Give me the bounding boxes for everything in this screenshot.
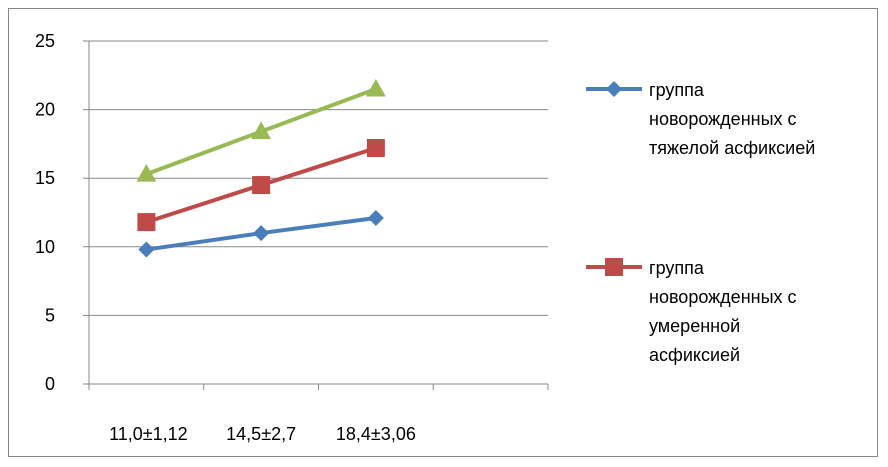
y-tick-label: 0 <box>45 374 55 394</box>
data-point <box>366 139 385 158</box>
y-tick-label: 20 <box>35 100 55 120</box>
y-tick-label: 5 <box>45 305 55 325</box>
data-point <box>138 241 155 258</box>
legend-label-1: группа новорожденных с тяжелой асфиксией <box>649 80 815 158</box>
legend-marker-2 <box>605 258 623 276</box>
chart-frame <box>8 8 878 457</box>
x-tick-label: 14,5±2,7 <box>226 424 296 444</box>
x-tick-label: 18,4±3,06 <box>336 424 416 444</box>
y-tick-label: 10 <box>35 237 55 257</box>
data-point <box>253 225 270 242</box>
y-tick-label: 15 <box>35 168 55 188</box>
data-point <box>252 176 271 195</box>
data-point <box>251 121 272 140</box>
data-point <box>365 79 386 97</box>
x-tick-label: 11,0±1,12 <box>109 424 188 444</box>
y-tick-label: 25 <box>35 31 55 51</box>
legend-label-2: группа новорожденных с умеренной асфиксией <box>649 258 797 365</box>
data-point <box>137 213 156 232</box>
data-point <box>367 209 384 226</box>
data-point <box>136 164 157 182</box>
legend-marker-1 <box>606 81 622 97</box>
